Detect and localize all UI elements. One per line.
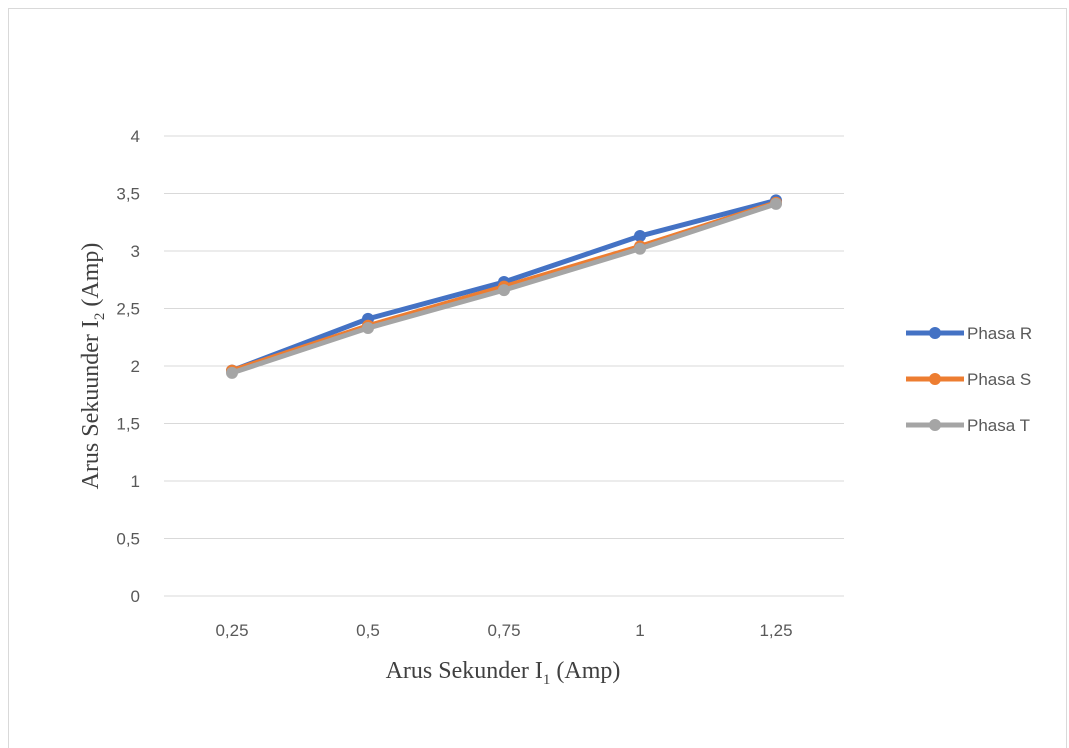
data-point xyxy=(770,197,782,210)
legend-swatch-marker xyxy=(929,373,941,385)
y-tick-label: 4 xyxy=(131,127,140,146)
legend-label: Phasa S xyxy=(967,370,1031,389)
y-axis-title: Arus Sekuunder I2 (Amp) xyxy=(78,243,108,490)
x-tick-label: 0,75 xyxy=(487,621,520,640)
y-tick-label: 2 xyxy=(131,357,140,376)
legend-swatch-marker xyxy=(929,327,941,339)
data-point xyxy=(634,230,646,243)
legend: Phasa R Phasa S Phasa T xyxy=(906,324,1032,435)
data-point xyxy=(498,284,510,297)
y-tick-label: 0,5 xyxy=(116,530,140,549)
legend-item: Phasa S xyxy=(906,370,1031,389)
y-tick-label: 1 xyxy=(131,472,140,491)
series-lines xyxy=(226,194,782,379)
x-tick-label: 0,25 xyxy=(215,621,248,640)
y-tick-label: 3 xyxy=(131,242,140,261)
x-axis-title: Arus Sekunder I1 (Amp) xyxy=(386,658,621,688)
gridlines xyxy=(164,135,844,597)
x-tick-label: 1 xyxy=(635,621,644,640)
y-axis-ticks: 0 0,5 1 1,5 2 2,5 3 3,5 4 xyxy=(116,127,140,606)
legend-label: Phasa T xyxy=(967,416,1030,435)
data-point xyxy=(226,366,238,379)
legend-swatch-marker xyxy=(929,419,941,431)
legend-item: Phasa T xyxy=(906,416,1030,435)
x-tick-label: 0,5 xyxy=(356,621,380,640)
y-tick-label: 3,5 xyxy=(116,185,140,204)
data-point xyxy=(634,242,646,255)
x-tick-label: 1,25 xyxy=(759,621,792,640)
y-tick-label: 2,5 xyxy=(116,300,140,319)
series-phasa-t xyxy=(226,197,782,379)
chart-frame xyxy=(8,8,1067,748)
y-tick-label: 1,5 xyxy=(116,415,140,434)
x-axis-ticks: 0,25 0,5 0,75 1 1,25 xyxy=(215,621,792,640)
legend-item: Phasa R xyxy=(906,324,1032,343)
y-tick-label: 0 xyxy=(131,587,140,606)
data-point xyxy=(362,322,374,335)
legend-label: Phasa R xyxy=(967,324,1032,343)
